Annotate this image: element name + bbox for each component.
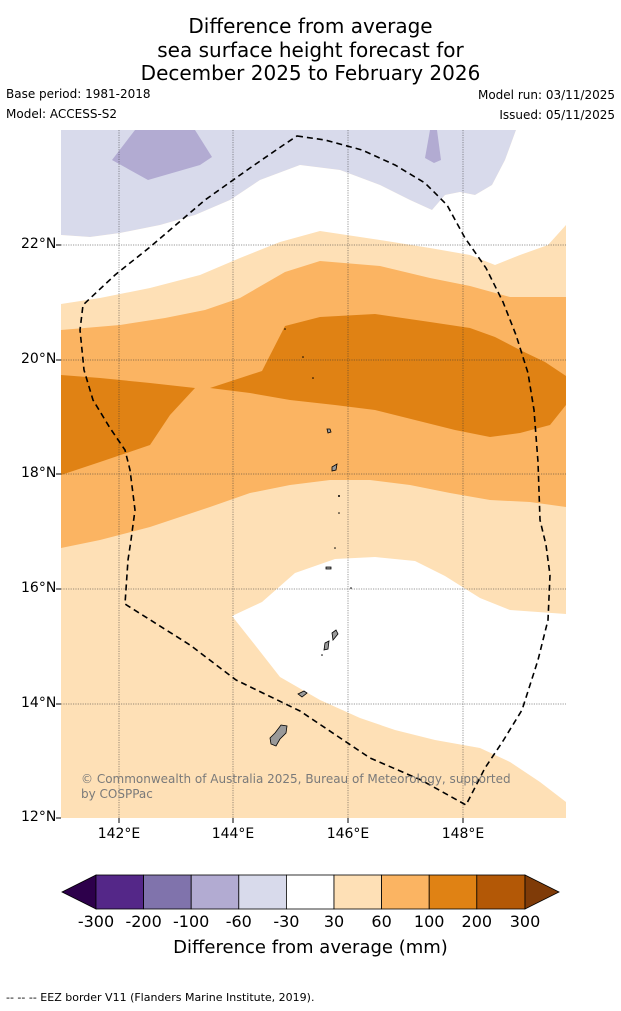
colorbar-segment	[381, 874, 430, 910]
island-rota	[297, 690, 308, 698]
island-small-8	[321, 654, 323, 656]
island-agrihan	[326, 428, 332, 434]
title-line-2: sea surface height forecast for	[157, 37, 464, 62]
lat-label-12n: 12°N	[21, 809, 57, 825]
colorbar-tick: -200	[125, 912, 162, 931]
eez-legend: -- -- -- EEZ border V11 (Flanders Marine…	[6, 991, 315, 1004]
lon-label-144e: 144°E	[211, 826, 255, 842]
title-line-1: Difference from average	[188, 14, 433, 38]
lon-label-148e: 148°E	[441, 826, 485, 842]
lon-label-142e: 142°E	[97, 826, 141, 842]
colorbar-tick: 60	[371, 912, 392, 931]
colorbar-tick: 30	[323, 912, 345, 931]
copyright-line-1: © Commonwealth of Australia 2025, Bureau…	[81, 772, 511, 786]
band-100-200-east	[210, 314, 566, 437]
island-anatahan	[325, 566, 332, 570]
colorbar-segment	[190, 874, 240, 910]
colorbar-segment	[333, 874, 382, 910]
title-line-3: December 2025 to February 2026	[140, 61, 481, 85]
issued-label: Issued: 05/11/2025	[499, 108, 615, 122]
base-period-label: Base period: 1981-2018	[6, 87, 151, 101]
chart-title: Difference from average sea surface heig…	[0, 14, 621, 86]
island-small-3	[334, 547, 336, 549]
lat-label-14n: 14°N	[21, 695, 57, 711]
colorbar-tick: 300	[509, 912, 541, 931]
model-label: Model: ACCESS-S2	[6, 107, 118, 121]
band-100-200-west	[61, 375, 195, 475]
lat-label-22n: 22°N	[21, 236, 57, 252]
island-small-1	[338, 495, 340, 497]
eez-border	[79, 135, 551, 807]
lat-label-16n: 16°N	[21, 580, 57, 596]
island-small-7	[284, 328, 286, 330]
colorbar-segment	[143, 874, 192, 910]
colorbar-title: Difference from average (mm)	[173, 937, 448, 958]
copyright-line-2: by COSPPac	[81, 787, 153, 801]
colorbar-segment	[476, 874, 526, 910]
contour-fields	[61, 130, 566, 818]
colorbar-segment	[285, 874, 335, 910]
colorbar-tick: -60	[225, 912, 252, 931]
band-neutral-north	[61, 130, 566, 304]
colorbar-tick: 200	[461, 912, 493, 931]
colorbar	[61, 874, 560, 910]
colorbar-segment	[238, 874, 287, 910]
gridlines	[61, 130, 566, 818]
island-guam	[269, 724, 288, 747]
islands	[269, 328, 352, 747]
colorbar-extend-low	[61, 874, 97, 910]
colorbar-tick: 100	[413, 912, 445, 931]
island-tinian	[323, 640, 330, 651]
island-small-4	[350, 587, 352, 589]
island-small-2	[338, 512, 340, 514]
band-minus100-minus60-east	[425, 130, 441, 163]
lon-label-146e: 146°E	[326, 826, 370, 842]
colorbar-segment	[428, 874, 478, 910]
colorbar-tick: -100	[173, 912, 210, 931]
model-run-label: Model run: 03/11/2025	[477, 88, 615, 102]
colorbar-tick: -30	[273, 912, 300, 931]
colorbar-segment	[95, 874, 144, 910]
island-saipan	[331, 629, 339, 641]
island-small-5	[312, 377, 314, 379]
band-neutral-south	[232, 557, 566, 802]
lat-label-18n: 18°N	[21, 465, 57, 481]
lat-label-20n: 20°N	[21, 351, 57, 367]
island-pagan	[331, 463, 338, 472]
copyright-notice: © Commonwealth of Australia 2025, Bureau…	[81, 772, 511, 802]
island-small-6	[302, 356, 304, 358]
band-minus100-minus60-west	[112, 130, 212, 180]
colorbar-extend-high	[524, 874, 560, 910]
colorbar-tick: -300	[77, 912, 115, 931]
axis-ticks	[56, 244, 464, 823]
